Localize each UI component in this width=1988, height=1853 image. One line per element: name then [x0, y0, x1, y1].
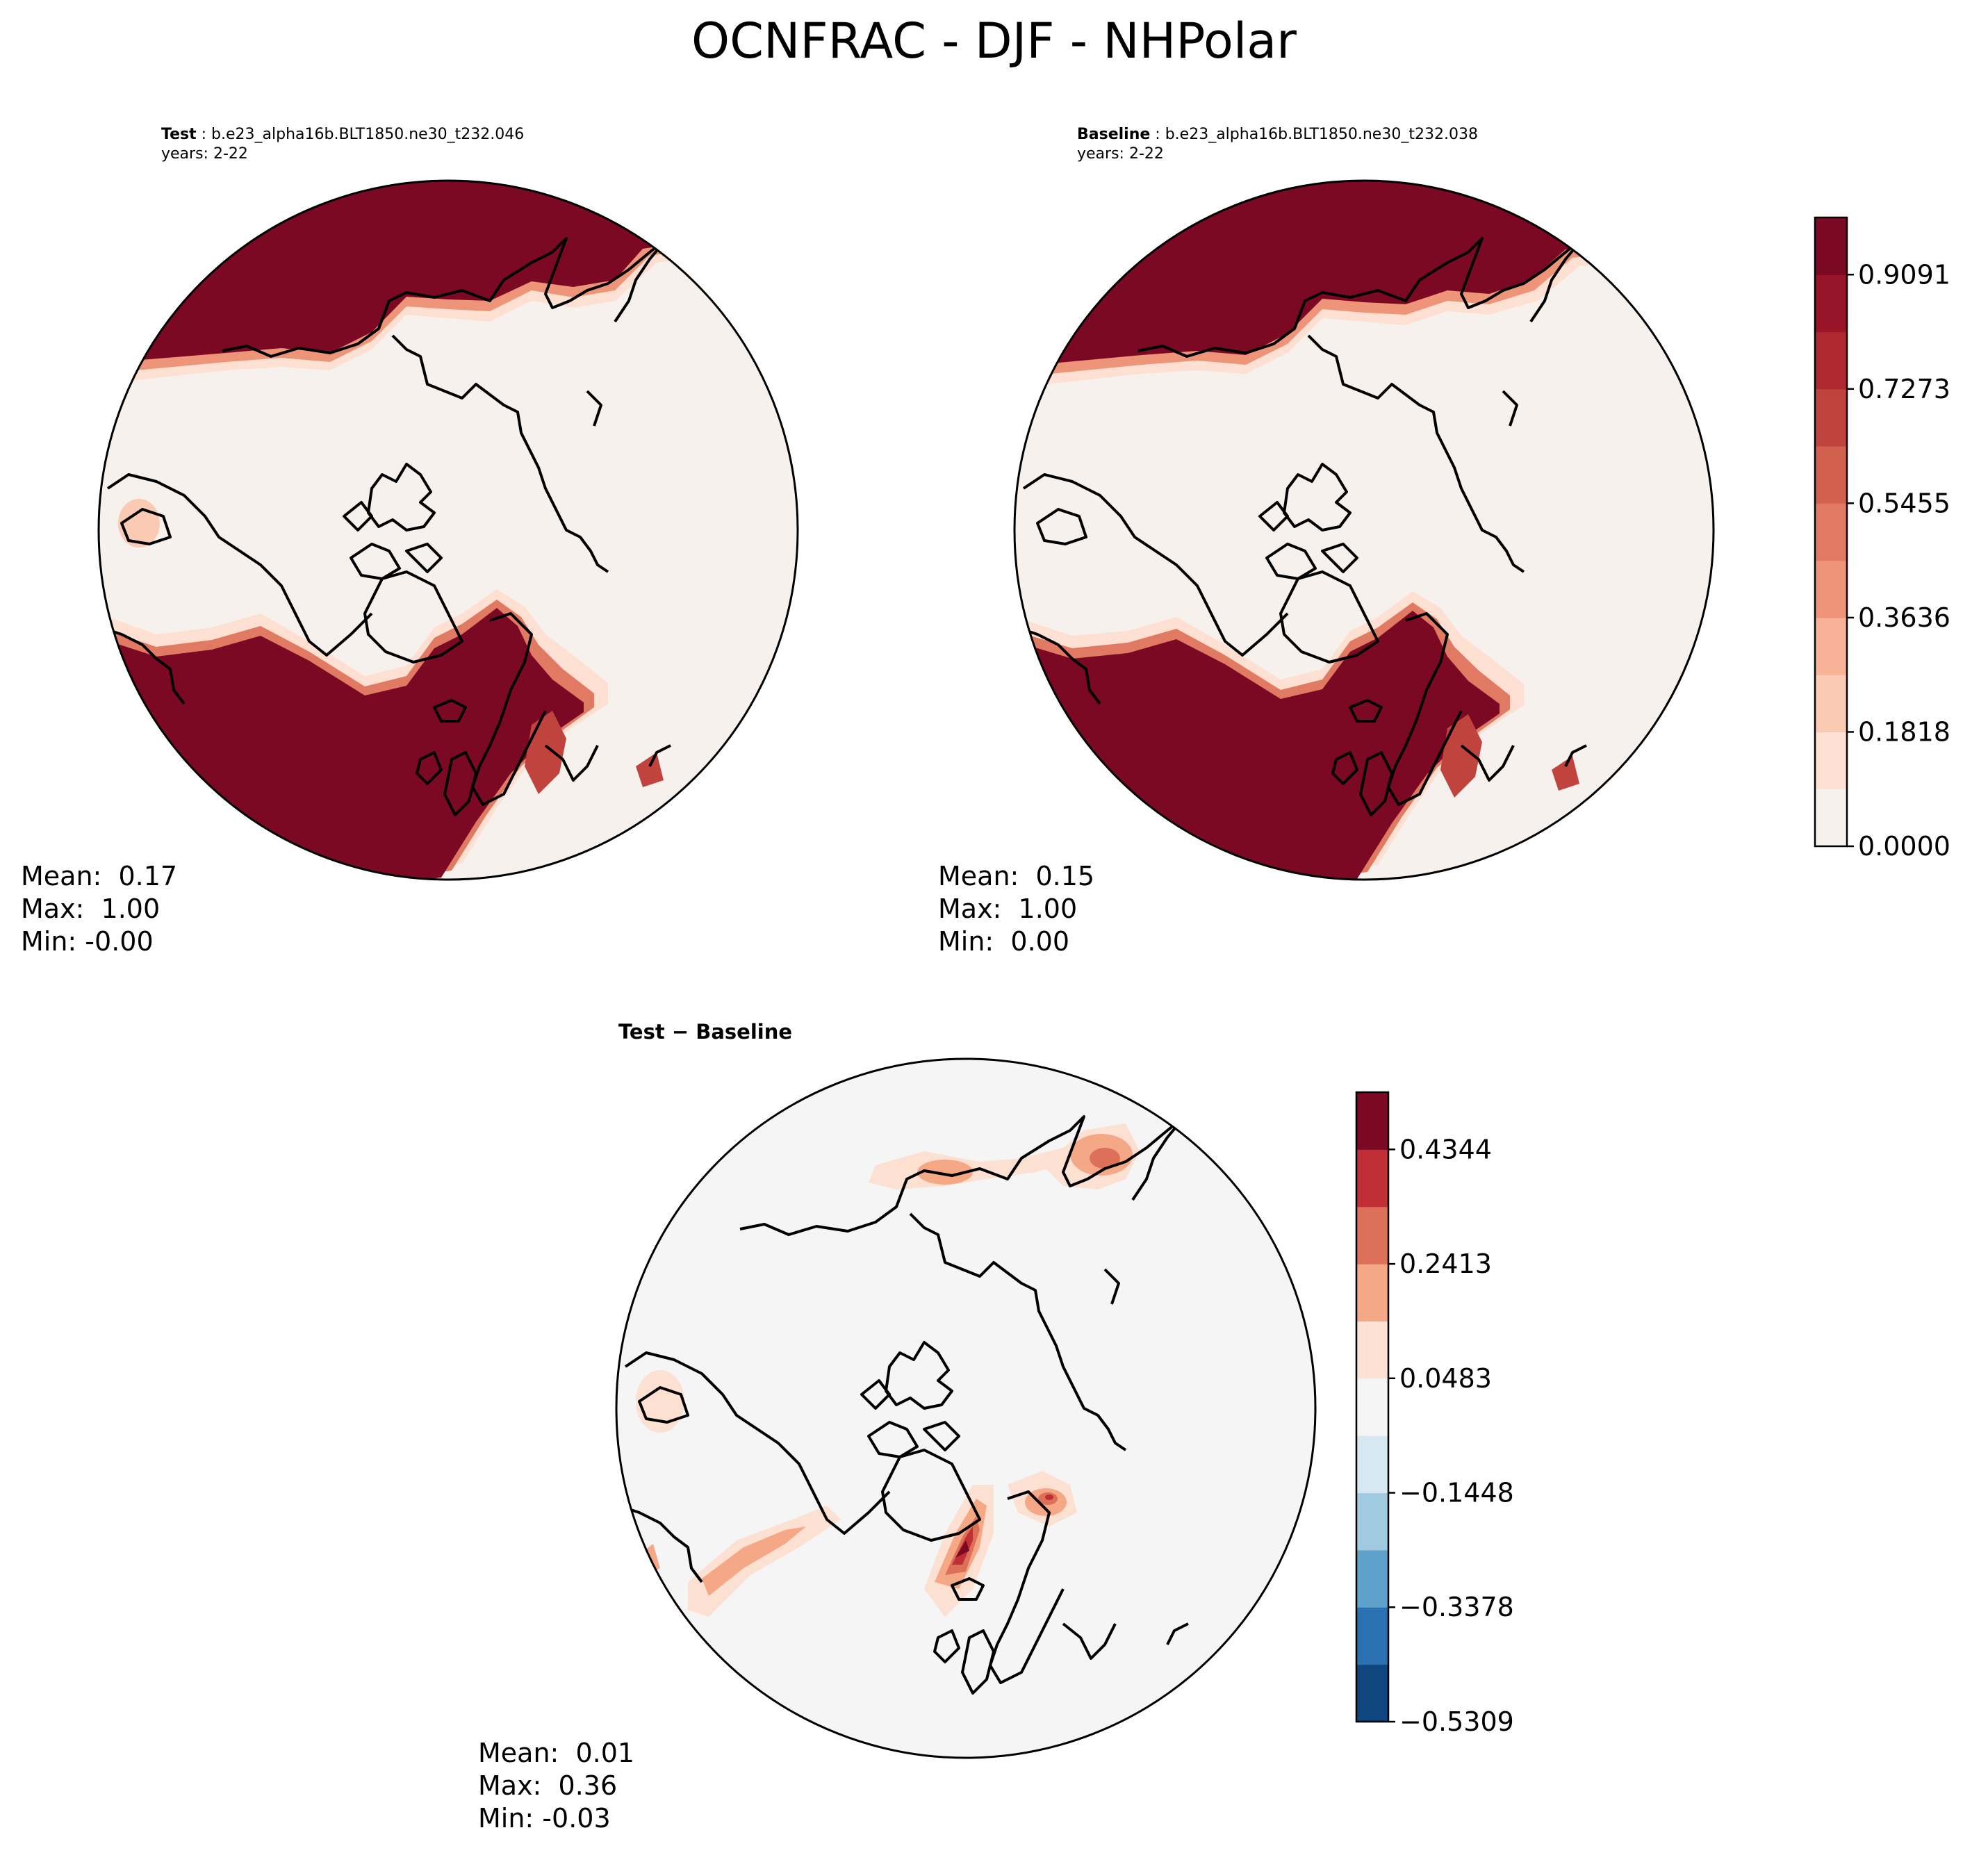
baseline-case-name: b.e23_alpha16b.BLT1850.ne30_t232.038 — [1165, 126, 1478, 143]
colorbar-diff-tick-label: 0.2413 — [1399, 1249, 1492, 1279]
baseline-years: years: 2-22 — [1077, 145, 1164, 163]
colorbar-top-frame — [1814, 216, 1848, 848]
test-panel-subtitle: Test : b.e23_alpha16b.BLT1850.ne30_t232.… — [161, 126, 525, 163]
diff-mean: Mean: 0.01 — [478, 1738, 635, 1768]
baseline-label: Baseline — [1077, 126, 1151, 143]
diff-stats: Mean: 0.01 Max: 0.36 Min: -0.03 — [478, 1737, 634, 1835]
colorbar-diff-swatch — [1356, 1149, 1388, 1208]
colorbar-diff-swatch — [1356, 1549, 1388, 1608]
colorbar-top-swatch — [1815, 446, 1847, 504]
colorbar-diff-swatch — [1356, 1664, 1388, 1722]
baseline-max: Max: 1.00 — [938, 893, 1078, 924]
colorbar-diff-swatch — [1356, 1492, 1388, 1551]
test-label: Test — [161, 126, 197, 143]
colorbar-diff-swatch — [1356, 1435, 1388, 1494]
test-max: Max: 1.00 — [21, 893, 161, 924]
colorbar-diff-swatch — [1356, 1206, 1388, 1265]
baseline-min: Min: 0.00 — [938, 926, 1069, 957]
colorbar-top-swatch — [1815, 732, 1847, 790]
colorbar-top-swatch — [1815, 388, 1847, 447]
colorbar-top-swatch — [1815, 560, 1847, 618]
colorbar-top-swatch — [1815, 789, 1847, 847]
baseline-map — [1013, 179, 1715, 881]
colorbar-top-tick-label: 0.0000 — [1858, 831, 1950, 862]
baseline-panel-subtitle: Baseline : b.e23_alpha16b.BLT1850.ne30_t… — [1077, 126, 1478, 163]
colorbar-diff-swatch — [1356, 1321, 1388, 1379]
baseline-stats: Mean: 0.15 Max: 1.00 Min: 0.00 — [938, 860, 1094, 958]
colorbar-diff-swatch — [1356, 1264, 1388, 1321]
diff-max: Max: 0.36 — [478, 1770, 618, 1801]
colorbar-top-tick-label: 0.3636 — [1858, 602, 1950, 633]
test-map — [97, 179, 799, 881]
colorbar-top-swatch — [1815, 274, 1847, 333]
colorbar-diff-tick-label: −0.5309 — [1399, 1706, 1514, 1737]
colorbar-diff-swatch — [1356, 1092, 1388, 1150]
colorbar-diff-swatch — [1356, 1378, 1388, 1436]
colorbar-top-swatch — [1815, 217, 1847, 275]
diff-map — [615, 1057, 1317, 1759]
diff-panel-title: Test − Baseline — [618, 1020, 793, 1044]
colorbar-diff-tick-label: −0.1448 — [1399, 1478, 1514, 1508]
colorbar-test-baseline: 0.0000 0.1818 0.3636 0.5455 0.7273 0.9091 — [1814, 216, 1950, 862]
colorbar-diff-tick-label: 0.4344 — [1399, 1134, 1492, 1164]
figure-title: OCNFRAC - DJF - NHPolar — [691, 13, 1297, 69]
colorbar-top-swatch — [1815, 675, 1847, 732]
colorbar-top-tick-label: 0.7273 — [1858, 374, 1950, 404]
test-stats: Mean: 0.17 Max: 1.00 Min: -0.00 — [21, 860, 177, 958]
test-case-name: b.e23_alpha16b.BLT1850.ne30_t232.046 — [211, 126, 525, 143]
colorbar-top-tick-label: 0.5455 — [1858, 488, 1950, 518]
colorbar-top-tick-label: 0.1818 — [1858, 716, 1950, 747]
colorbar-diff-swatch — [1356, 1607, 1388, 1665]
diff-min: Min: -0.03 — [478, 1803, 611, 1834]
test-years: years: 2-22 — [161, 145, 248, 163]
colorbar-diff-tick-label: 0.0483 — [1399, 1363, 1492, 1394]
colorbar-top-swatch — [1815, 331, 1847, 390]
colorbar-diff-frame — [1355, 1091, 1390, 1723]
colorbar-top-swatch — [1815, 503, 1847, 561]
baseline-mean: Mean: 0.15 — [938, 861, 1095, 891]
colorbar-diff: −0.5309 −0.3378 −0.1448 0.0483 0.2413 0.4344 — [1355, 1091, 1514, 1737]
test-min: Min: -0.00 — [21, 926, 154, 957]
colorbar-diff-tick-label: −0.3378 — [1399, 1592, 1514, 1622]
colorbar-top-tick-label: 0.9091 — [1858, 259, 1950, 290]
test-mean: Mean: 0.17 — [21, 861, 178, 891]
colorbar-top-swatch — [1815, 617, 1847, 675]
